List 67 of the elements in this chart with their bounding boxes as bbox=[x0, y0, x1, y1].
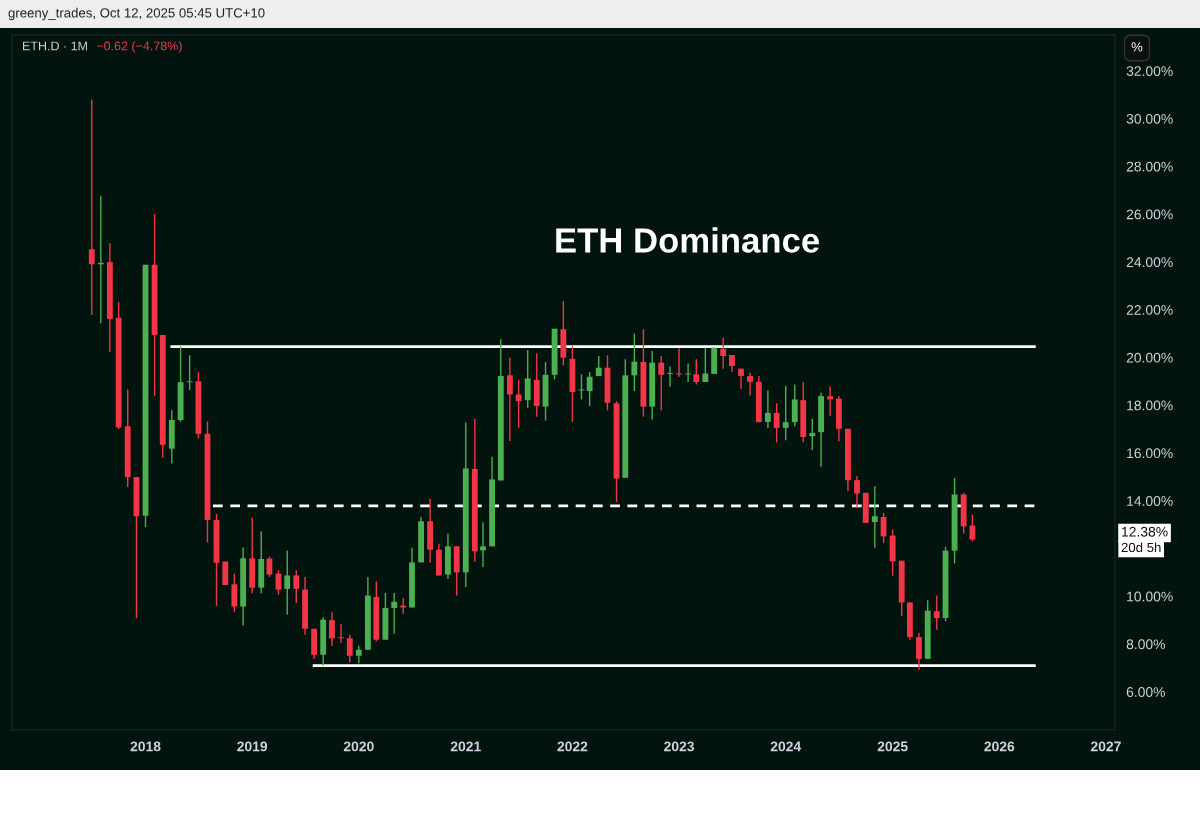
candlestick bbox=[293, 569, 300, 604]
candlestick bbox=[524, 349, 531, 409]
annotation: −0.62 (−4.78%) bbox=[96, 41, 182, 53]
candlestick bbox=[685, 362, 692, 383]
candlestick bbox=[391, 592, 398, 635]
y-tick-label: 26.00% bbox=[1126, 209, 1173, 220]
candlestick bbox=[773, 402, 780, 444]
y-tick-label: 20.00% bbox=[1126, 352, 1173, 363]
x-tick-label: 2022 bbox=[557, 741, 588, 752]
candlestick bbox=[480, 521, 486, 568]
candlestick bbox=[676, 347, 682, 378]
y-tick-label: 14.00% bbox=[1127, 496, 1173, 506]
candlestick bbox=[506, 356, 513, 442]
candlestick bbox=[355, 644, 362, 664]
text: 20d 5h bbox=[1121, 542, 1161, 553]
y-tick-label: 24.00% bbox=[1126, 257, 1173, 268]
candlestick bbox=[827, 385, 834, 417]
x-tick-label: 2021 bbox=[450, 741, 481, 752]
x-tick-label: 2026 bbox=[984, 741, 1015, 752]
candlestick bbox=[346, 634, 353, 664]
text: ETH Dominance bbox=[556, 227, 819, 253]
x-tick-label: 2020 bbox=[343, 741, 374, 752]
candlestick bbox=[791, 383, 798, 427]
x-tick-label: 2019 bbox=[237, 741, 268, 752]
candlestick bbox=[186, 354, 193, 391]
candlestick bbox=[782, 385, 789, 441]
x-tick-label: 2018 bbox=[130, 741, 161, 752]
candlestick bbox=[266, 555, 273, 578]
candlestick bbox=[747, 372, 753, 397]
text: greeny_trades, Oct 12, 2025 05:45 UTC+10 bbox=[8, 7, 265, 21]
y-tick-label: 6.00% bbox=[1126, 687, 1165, 697]
y-tick-label: 8.00% bbox=[1126, 639, 1165, 650]
candlestick bbox=[720, 336, 727, 370]
y-tick-label: 10.00% bbox=[1127, 591, 1173, 602]
candlestick bbox=[880, 512, 887, 544]
candlestick bbox=[764, 389, 771, 429]
candlestick bbox=[667, 365, 673, 388]
y-tick-label: 30.00% bbox=[1126, 113, 1173, 124]
y-tick-label: 32.00% bbox=[1126, 66, 1173, 76]
candlestick bbox=[231, 572, 238, 613]
candlestick bbox=[871, 485, 878, 549]
x-tick-label: 2023 bbox=[664, 741, 695, 752]
candlestick bbox=[693, 358, 700, 386]
candlestick bbox=[916, 632, 922, 671]
x-tick-label: 2024 bbox=[770, 741, 802, 752]
candlestick bbox=[854, 475, 860, 509]
candlestick bbox=[631, 332, 638, 392]
y-tick-label: 18.00% bbox=[1127, 400, 1173, 411]
y-tick-label: 22.00% bbox=[1126, 304, 1173, 315]
candlestick bbox=[338, 623, 344, 644]
candlestick bbox=[586, 371, 593, 407]
y-tick-label: 16.00% bbox=[1127, 448, 1173, 459]
candlestick bbox=[933, 594, 940, 631]
candlestick bbox=[329, 611, 335, 647]
candlestick bbox=[88, 99, 95, 316]
candlestick bbox=[969, 513, 976, 543]
y-tick-label: 28.00% bbox=[1126, 161, 1173, 172]
x-tick-label: 2027 bbox=[1090, 741, 1121, 752]
chart-subtitle: ETH.D · 1M bbox=[23, 41, 87, 51]
candlestick bbox=[515, 379, 522, 429]
candlestick bbox=[284, 549, 291, 616]
text: 12.38% bbox=[1122, 526, 1168, 537]
candlestick bbox=[809, 418, 816, 451]
candlestick bbox=[702, 346, 709, 383]
candlestick bbox=[658, 355, 665, 411]
x-tick-label: 2025 bbox=[877, 741, 908, 752]
text: % bbox=[1131, 42, 1143, 52]
